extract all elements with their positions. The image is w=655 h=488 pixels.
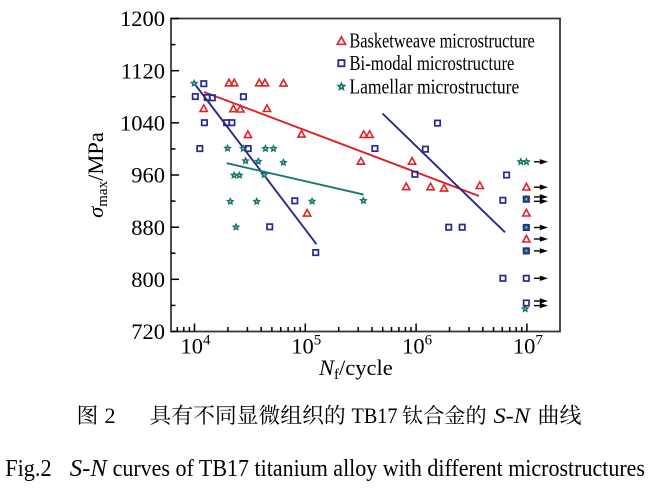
svg-text:1200: 1200 [120, 6, 165, 31]
svg-text:800: 800 [131, 267, 165, 292]
svg-text:1120: 1120 [121, 58, 165, 83]
svg-text:TB17: TB17 [352, 403, 398, 428]
svg-text:1040: 1040 [120, 110, 165, 135]
svg-text:curves of TB17 titanium alloy: curves of TB17 titanium alloy with diffe… [113, 456, 645, 482]
svg-text:σmax/MPa: σmax/MPa [83, 132, 111, 218]
svg-text:Fig.2: Fig.2 [5, 456, 51, 482]
svg-text:Bi-modal microstructure: Bi-modal microstructure [349, 51, 514, 75]
svg-text:Basketweave microstructure: Basketweave microstructure [349, 29, 534, 53]
svg-text:880: 880 [131, 215, 165, 240]
svg-text:S-N: S-N [494, 403, 532, 428]
svg-text:Nf/cycle: Nf/cycle [318, 355, 393, 383]
svg-text:960: 960 [131, 163, 165, 188]
svg-text:2: 2 [105, 403, 116, 428]
svg-text:Lamellar microstructure: Lamellar microstructure [349, 74, 519, 98]
svg-text:720: 720 [131, 319, 165, 344]
svg-text:S-N: S-N [70, 456, 109, 482]
